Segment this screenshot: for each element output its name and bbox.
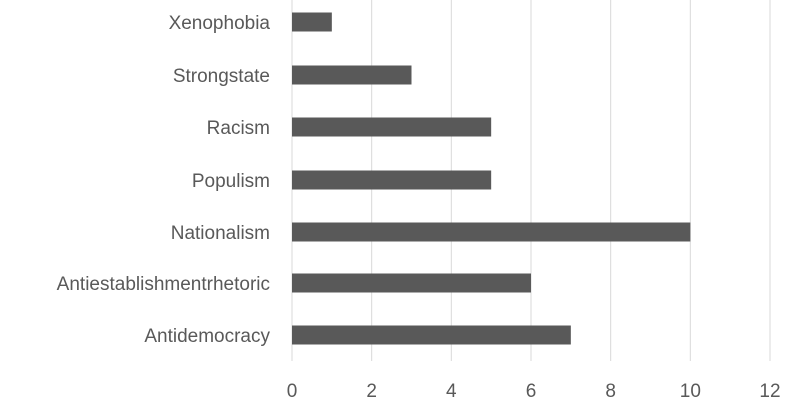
bar-populism [292, 170, 492, 190]
x-tick-label: 2 [366, 381, 377, 402]
category-label-nationalism: Nationalism [171, 223, 270, 244]
x-tick-label: 12 [759, 381, 780, 402]
category-label-antiestablishmentrhetoric: Antiestablishmentrhetoric [57, 274, 270, 295]
category-label-strongstate: Strongstate [173, 66, 270, 87]
bars [292, 12, 691, 345]
bar-racism [292, 117, 492, 137]
bar-antidemocracy [292, 325, 571, 345]
bar-antiestablishmentrhetoric [292, 273, 531, 293]
category-label-racism: Racism [207, 118, 270, 139]
x-tick-label: 10 [680, 381, 701, 402]
category-labels: Xenophobia Strongstate Racism Populism Natio… [57, 13, 271, 347]
category-label-xenophobia: Xenophobia [169, 13, 271, 34]
x-tick-label: 6 [526, 381, 537, 402]
category-label-populism: Populism [192, 171, 270, 192]
bar-nationalism [292, 222, 691, 242]
category-label-antidemocracy: Antidemocracy [144, 326, 270, 347]
bar-xenophobia [292, 12, 332, 32]
x-tick-label: 4 [446, 381, 457, 402]
x-tick-label: 0 [287, 381, 298, 402]
bar-strongstate [292, 65, 412, 85]
x-tick-label: 8 [605, 381, 616, 402]
x-tick-labels: 0 2 4 6 8 10 12 [287, 381, 781, 402]
